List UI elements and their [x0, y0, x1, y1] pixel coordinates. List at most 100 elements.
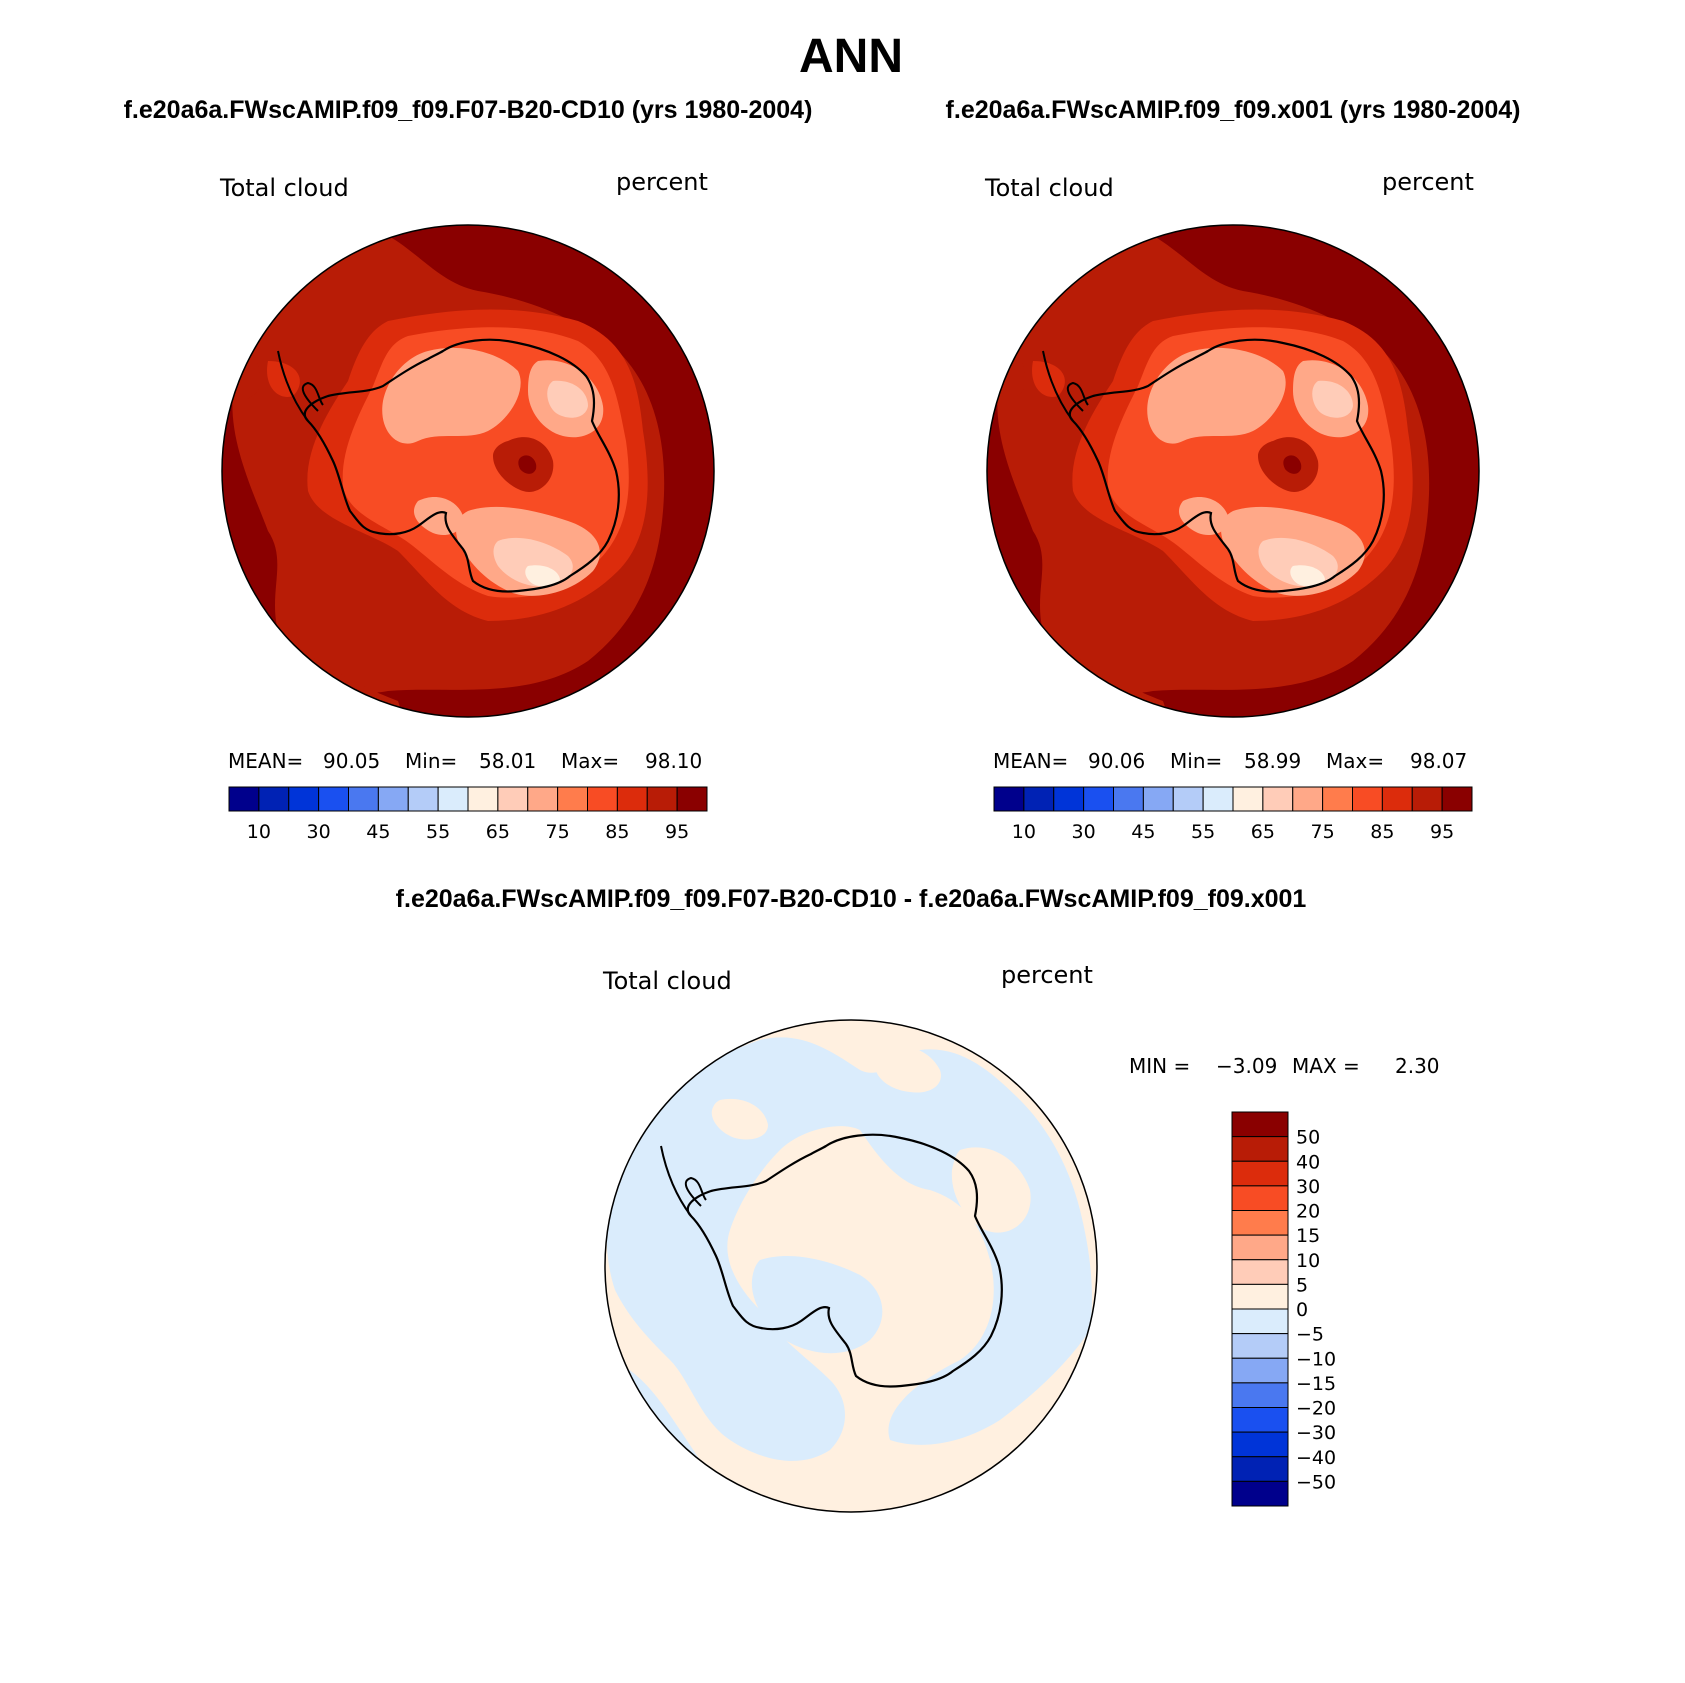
colorbar-tick-label: −15: [1296, 1373, 1336, 1395]
svg-text:Max=: Max=: [561, 749, 619, 773]
colorbar-swatch: [1231, 1480, 1289, 1507]
colorbar-swatch: [228, 786, 260, 812]
map-boundary: [986, 224, 1480, 718]
svg-text:98.07: 98.07: [1410, 749, 1467, 773]
variable-label: Total cloud: [984, 174, 1114, 202]
polar-map: [987, 225, 1479, 717]
colorbar-swatch: [527, 786, 559, 812]
svg-text:MIN =: MIN =: [1129, 1054, 1190, 1078]
colorbar-swatch: [1231, 1357, 1289, 1384]
colorbar-tick-label: 45: [1131, 821, 1155, 843]
colorbar-swatch: [1231, 1283, 1289, 1310]
svg-text:90.06: 90.06: [1088, 749, 1145, 773]
colorbar-swatch: [1172, 786, 1204, 812]
colorbar-swatch: [1292, 786, 1324, 812]
svg-text:Min=: Min=: [405, 749, 457, 773]
polar-map: [222, 225, 714, 717]
svg-text:58.99: 58.99: [1244, 749, 1301, 773]
map-panel-left: Total cloud percent MEAN= 90.05 Min= 58.…: [219, 168, 715, 843]
diff-title: f.e20a6a.FWscAMIP.f09_f09.F07-B20-CD10 -…: [396, 885, 1307, 913]
season-title: ANN: [799, 30, 903, 83]
colorbar-swatch: [407, 786, 439, 812]
colorbar-swatch: [1053, 786, 1085, 812]
colorbar-tick-label: 0: [1296, 1299, 1308, 1321]
svg-text:−3.09: −3.09: [1216, 1054, 1277, 1078]
svg-text:2.30: 2.30: [1395, 1054, 1440, 1078]
units-label: percent: [1001, 961, 1093, 989]
colorbar-swatch: [1231, 1111, 1289, 1138]
colorbar-tick-label: 20: [1296, 1201, 1320, 1223]
svg-text:58.01: 58.01: [479, 749, 536, 773]
colorbar-tick-label: 45: [366, 821, 390, 843]
colorbar-tick-label: 30: [307, 821, 331, 843]
colorbar-swatch: [1231, 1259, 1289, 1285]
colorbar-tick-label: 55: [426, 821, 450, 843]
case-title-left: f.e20a6a.FWscAMIP.f09_f09.F07-B20-CD10 (…: [124, 96, 813, 124]
colorbar-swatch: [616, 786, 648, 812]
map-panel-right: Total cloud percent MEAN= 90.06 Min= 58.…: [984, 168, 1480, 843]
colorbar-tick-label: 95: [665, 821, 689, 843]
polar-map: [605, 1020, 1097, 1512]
colorbar-swatch: [348, 786, 379, 812]
colorbar-swatch: [587, 786, 618, 812]
colorbar-swatch: [1083, 786, 1114, 812]
colorbar-tick-label: 15: [1296, 1225, 1320, 1247]
units-label: percent: [1382, 168, 1474, 196]
colorbar-tick-label: −20: [1296, 1398, 1336, 1420]
colorbar-swatch: [1023, 786, 1055, 812]
svg-text:Max=: Max=: [1326, 749, 1384, 773]
colorbar-swatch: [1232, 786, 1264, 812]
colorbar-swatch: [437, 786, 469, 812]
colorbar-tick-label: 85: [1370, 821, 1394, 843]
colorbar-swatch: [1142, 786, 1174, 812]
units-label: percent: [616, 168, 708, 196]
colorbar-swatch: [377, 786, 409, 812]
colorbar-tick-label: 5: [1296, 1274, 1308, 1296]
colorbar-horizontal: 10 30 45 55 65 75 85 95: [993, 786, 1473, 843]
colorbar-tick-label: 65: [1251, 821, 1275, 843]
colorbar-swatch: [993, 786, 1025, 812]
colorbar-swatch: [1231, 1333, 1289, 1359]
stats-line: MEAN= 90.05 Min= 58.01 Max= 98.10: [228, 749, 702, 773]
colorbar-swatch: [1262, 786, 1294, 812]
colorbar-tick-label: 10: [247, 821, 271, 843]
colorbar-tick-label: 50: [1296, 1127, 1320, 1149]
colorbar-swatch: [1231, 1234, 1289, 1261]
colorbar-tick-label: 30: [1072, 821, 1096, 843]
colorbar-tick-label: 10: [1012, 821, 1036, 843]
colorbar-swatch: [467, 786, 499, 812]
colorbar-swatch: [1231, 1136, 1289, 1162]
colorbar-swatch: [646, 786, 678, 812]
svg-text:MEAN=: MEAN=: [228, 749, 303, 773]
svg-text:MEAN=: MEAN=: [993, 749, 1068, 773]
colorbar-tick-label: 30: [1296, 1176, 1320, 1198]
colorbar-swatch: [1441, 786, 1473, 812]
colorbar-tick-label: 85: [605, 821, 629, 843]
colorbar-swatch: [1231, 1210, 1289, 1236]
variable-label: Total cloud: [602, 967, 732, 995]
colorbar-tick-label: 40: [1296, 1151, 1320, 1173]
stats-line: MEAN= 90.06 Min= 58.99 Max= 98.07: [993, 749, 1467, 773]
colorbar-swatch: [318, 786, 349, 812]
colorbar-swatch: [1411, 786, 1443, 812]
map-boundary: [604, 1019, 1098, 1513]
colorbar-swatch: [258, 786, 290, 812]
colorbar-swatch: [1231, 1431, 1289, 1458]
colorbar-swatch: [676, 786, 708, 812]
svg-text:90.05: 90.05: [323, 749, 380, 773]
colorbar-tick-label: −50: [1296, 1471, 1336, 1493]
colorbar-tick-label: −5: [1296, 1324, 1324, 1346]
colorbar-tick-label: 55: [1191, 821, 1215, 843]
colorbar-tick-label: −30: [1296, 1422, 1336, 1444]
colorbar-swatch: [1231, 1407, 1289, 1433]
colorbar-swatch: [1231, 1308, 1289, 1335]
colorbar-swatch: [1113, 786, 1144, 812]
svg-text:MAX =: MAX =: [1292, 1054, 1360, 1078]
diff-stats: MIN = −3.09 MAX = 2.30: [1129, 1054, 1440, 1078]
colorbar-swatch: [1231, 1382, 1289, 1408]
colorbar-swatch: [557, 786, 588, 812]
colorbar-swatch: [497, 786, 529, 812]
svg-text:Min=: Min=: [1170, 749, 1222, 773]
